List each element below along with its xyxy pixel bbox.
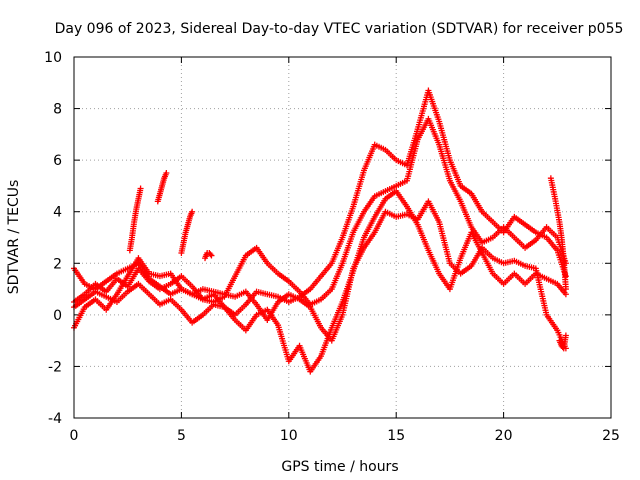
y-tick-label: -4 <box>48 411 62 427</box>
x-tick-label: 25 <box>602 428 620 444</box>
series-burst-1 <box>126 185 144 254</box>
x-tick-label: 20 <box>495 428 513 444</box>
series-track-2 <box>71 115 569 308</box>
series-track-1 <box>71 87 569 318</box>
chart-title: Day 096 of 2023, Sidereal Day-to-day VTE… <box>55 21 624 37</box>
series-burst-4 <box>202 249 215 262</box>
data-point <box>163 170 170 177</box>
data-point <box>137 185 144 192</box>
y-tick-label: 4 <box>53 205 62 221</box>
y-tick-label: -2 <box>48 359 62 375</box>
series-track-3 <box>71 188 569 375</box>
y-axis-label: SDTVAR / TECUs <box>6 180 22 295</box>
data-point <box>207 251 214 258</box>
x-tick-label: 10 <box>280 428 298 444</box>
y-tick-label: 6 <box>53 153 62 169</box>
y-tick-label: 0 <box>53 308 62 324</box>
data-point <box>562 286 569 293</box>
x-axis-label: GPS time / hours <box>281 459 398 475</box>
data-point <box>562 291 569 298</box>
data-point <box>189 208 196 215</box>
data-point <box>208 252 215 259</box>
y-tick-label: 8 <box>53 102 62 118</box>
series-burst-2 <box>154 170 170 205</box>
data-point <box>562 332 569 339</box>
y-tick-label: 10 <box>44 50 62 66</box>
series-tail-2 <box>556 332 569 352</box>
series-burst-3 <box>178 208 196 256</box>
x-tick-label: 15 <box>387 428 405 444</box>
x-tick-label: 5 <box>177 428 186 444</box>
series-tail-1 <box>547 175 569 293</box>
data-points <box>71 87 569 375</box>
plot-frame <box>73 56 612 419</box>
x-tick-label: 0 <box>70 428 79 444</box>
y-tick-label: 2 <box>53 256 62 272</box>
